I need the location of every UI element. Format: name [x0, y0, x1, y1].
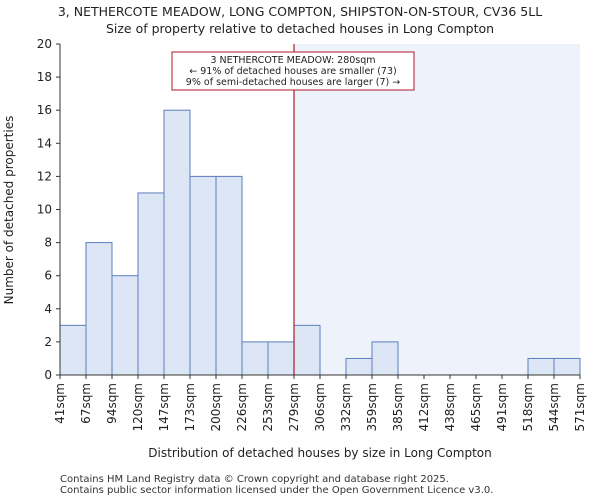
annotation-line-2: ← 91% of detached houses are smaller (73… — [189, 66, 396, 77]
x-tick-label: 518sqm — [521, 383, 535, 431]
x-tick-label: 226sqm — [235, 383, 249, 431]
bar-200sqm — [215, 175, 243, 376]
bar-279sqm — [293, 324, 321, 376]
x-tick-label: 41sqm — [53, 383, 67, 424]
x-tick-label: 67sqm — [79, 383, 93, 424]
x-axis-label: Distribution of detached houses by size … — [148, 446, 491, 460]
bar-94sqm — [111, 275, 139, 376]
y-tick-label: 8 — [44, 236, 52, 250]
x-tick-label: 173sqm — [183, 383, 197, 431]
y-tick-label: 2 — [44, 335, 52, 349]
x-tick-label: 491sqm — [495, 383, 509, 431]
bar-359sqm — [371, 341, 399, 376]
bar-67sqm — [85, 242, 113, 376]
footer-line-1: Contains HM Land Registry data © Crown c… — [60, 474, 449, 485]
highlight-region — [294, 44, 580, 375]
x-tick-label: 571sqm — [573, 383, 587, 431]
x-tick-label: 359sqm — [365, 383, 379, 431]
bar-173sqm — [189, 175, 217, 376]
annotation-box: 3 NETHERCOTE MEADOW: 280sqm ← 91% of det… — [171, 51, 415, 91]
x-tick-label: 412sqm — [417, 383, 431, 431]
x-tick-label: 147sqm — [157, 383, 171, 431]
bar-518sqm — [527, 357, 555, 376]
x-tick-label: 385sqm — [391, 383, 405, 431]
y-tick-label: 0 — [44, 368, 52, 382]
bar-544sqm — [553, 357, 581, 376]
x-tick-label: 465sqm — [469, 383, 483, 431]
y-tick-label: 20 — [37, 37, 52, 51]
bar-253sqm — [267, 341, 295, 376]
bar-226sqm — [241, 341, 269, 376]
bar-120sqm — [137, 192, 165, 376]
x-tick-label: 438sqm — [443, 383, 457, 431]
y-tick-label: 14 — [37, 136, 52, 150]
y-tick-label: 16 — [37, 103, 52, 117]
y-tick-label: 18 — [37, 70, 52, 84]
x-tick-label: 94sqm — [105, 383, 119, 424]
annotation-line-3: 9% of semi-detached houses are larger (7… — [186, 77, 400, 88]
bar-332sqm — [345, 357, 373, 376]
x-tick-label: 544sqm — [547, 383, 561, 431]
y-tick-label: 6 — [44, 269, 52, 283]
chart-subtitle: Size of property relative to detached ho… — [105, 21, 495, 36]
x-tick-label: 332sqm — [339, 383, 353, 431]
y-tick-label: 12 — [37, 169, 52, 183]
x-tick-label: 200sqm — [209, 383, 223, 431]
x-tick-label: 253sqm — [261, 383, 275, 431]
y-tick-label: 4 — [44, 302, 52, 316]
chart-title: 3, NETHERCOTE MEADOW, LONG COMPTON, SHIP… — [57, 4, 543, 19]
footer-line-2: Contains public sector information licen… — [60, 485, 494, 496]
x-tick-label: 120sqm — [131, 383, 145, 431]
x-tick-label: 279sqm — [287, 383, 301, 431]
y-axis-label: Number of detached properties — [2, 116, 16, 305]
bar-41sqm — [59, 324, 87, 376]
bar-147sqm — [163, 109, 191, 376]
x-tick-label: 306sqm — [313, 383, 327, 431]
annotation-line-1: 3 NETHERCOTE MEADOW: 280sqm — [210, 55, 375, 66]
y-tick-label: 10 — [37, 203, 52, 217]
